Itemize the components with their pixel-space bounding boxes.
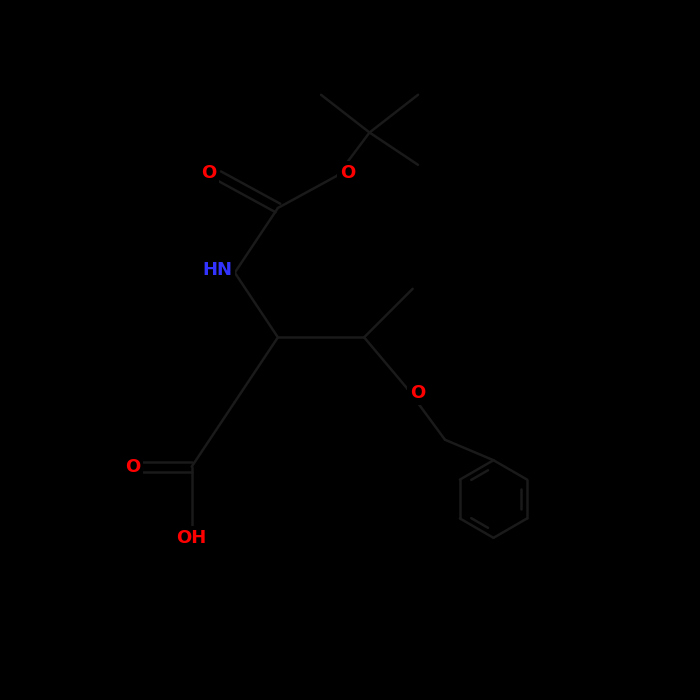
Text: O: O bbox=[125, 458, 141, 476]
Text: O: O bbox=[201, 164, 216, 182]
Text: O: O bbox=[340, 164, 355, 182]
Text: O: O bbox=[410, 384, 425, 402]
Text: OH: OH bbox=[176, 528, 206, 547]
Text: HN: HN bbox=[202, 261, 232, 279]
